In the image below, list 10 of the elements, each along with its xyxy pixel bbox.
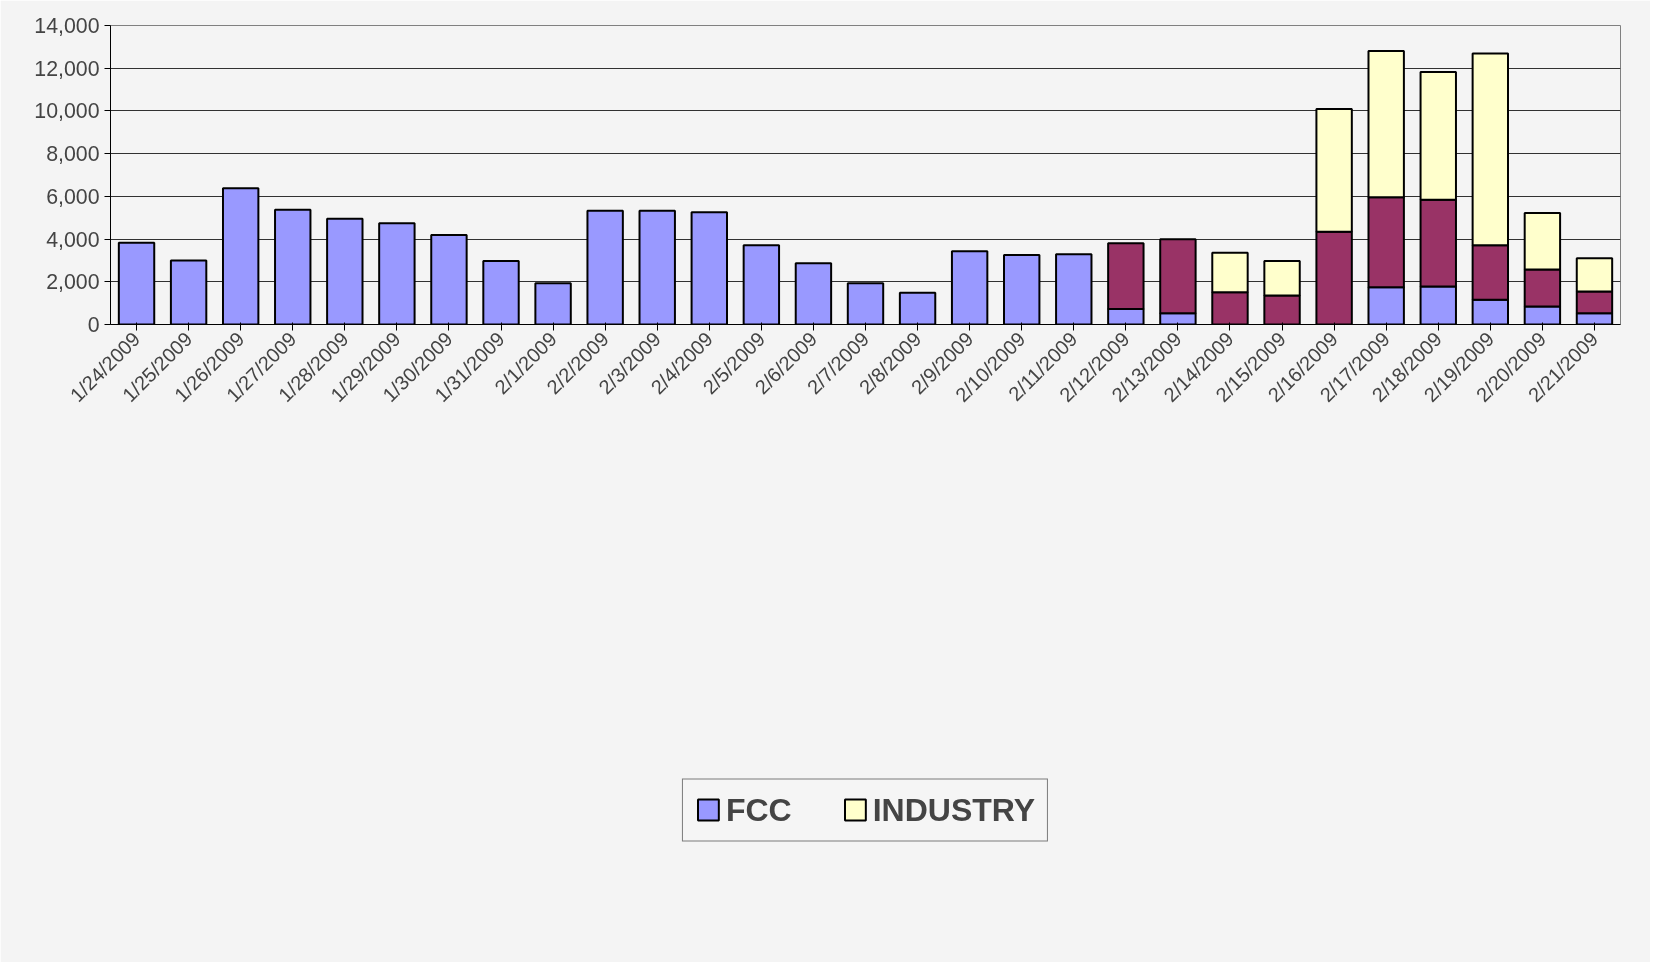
legend-label: INDUSTRY (872, 791, 1036, 829)
y-tick-label: 6,000 (46, 184, 100, 209)
y-tick-label: 14,000 (34, 14, 100, 38)
legend-label: FCC (725, 791, 792, 829)
y-tick-label: 2,000 (46, 270, 100, 295)
y-tick-label: 10,000 (34, 99, 100, 124)
y-tick-label: 8,000 (46, 142, 100, 167)
y-tick-label: 0 (87, 313, 100, 337)
y-tick-label: 12,000 (34, 56, 100, 81)
y-tick-label: 4,000 (46, 227, 100, 252)
